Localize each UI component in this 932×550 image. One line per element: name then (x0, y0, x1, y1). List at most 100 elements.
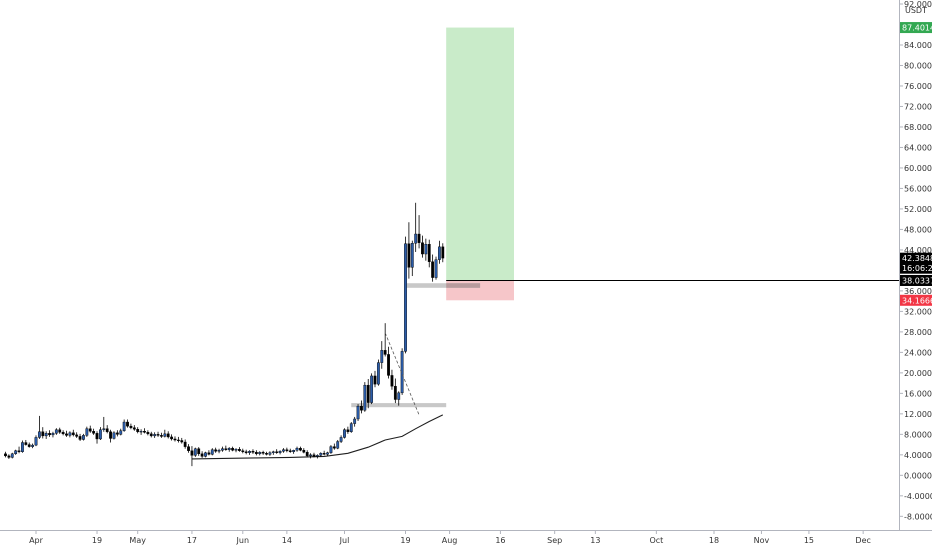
candle[interactable] (346, 426, 350, 434)
candle[interactable] (366, 379, 370, 409)
candle[interactable] (129, 423, 133, 430)
candle[interactable] (37, 415, 41, 439)
candle[interactable] (27, 442, 31, 448)
candle[interactable] (380, 341, 384, 369)
candle[interactable] (349, 422, 353, 433)
candle[interactable] (21, 440, 24, 453)
candle[interactable] (61, 430, 65, 436)
candle[interactable] (285, 447, 289, 453)
candle[interactable] (339, 435, 343, 444)
candle[interactable] (92, 428, 96, 435)
candle[interactable] (336, 439, 340, 450)
candle[interactable] (241, 448, 245, 454)
candle[interactable] (329, 445, 333, 454)
candle[interactable] (210, 448, 214, 456)
candle[interactable] (68, 431, 72, 438)
candle[interactable] (224, 445, 228, 451)
candle[interactable] (17, 446, 21, 454)
candle[interactable] (234, 448, 238, 453)
candle[interactable] (190, 446, 194, 467)
candle[interactable] (136, 427, 140, 434)
candle[interactable] (139, 429, 143, 435)
candle[interactable] (112, 431, 116, 440)
candle[interactable] (31, 443, 35, 449)
candle[interactable] (237, 447, 241, 452)
candle[interactable] (58, 427, 62, 434)
candle[interactable] (217, 448, 221, 454)
candle[interactable] (187, 444, 190, 453)
candle[interactable] (14, 449, 18, 455)
candle[interactable] (65, 430, 68, 437)
candle[interactable] (288, 448, 292, 453)
candle[interactable] (278, 450, 282, 455)
candle[interactable] (312, 452, 316, 458)
candle[interactable] (166, 431, 170, 439)
candle[interactable] (319, 452, 323, 457)
candle[interactable] (434, 256, 438, 280)
candle[interactable] (299, 446, 302, 452)
candle[interactable] (315, 454, 319, 459)
candle[interactable] (251, 449, 255, 454)
candle[interactable] (254, 450, 258, 456)
candle[interactable] (99, 427, 102, 440)
candle[interactable] (75, 432, 79, 438)
candle[interactable] (275, 449, 279, 454)
candle[interactable] (156, 431, 160, 437)
candle[interactable] (424, 238, 428, 261)
candle[interactable] (105, 425, 109, 434)
candle[interactable] (163, 429, 167, 438)
candle[interactable] (387, 346, 390, 379)
candle[interactable] (126, 419, 129, 428)
candle[interactable] (309, 453, 312, 459)
candle[interactable] (173, 436, 177, 442)
candle[interactable] (48, 430, 51, 437)
price-axis[interactable]: USDT 92.0000 84.0000 80.0000 76.0000 72.0000… (899, 0, 932, 521)
candle[interactable] (410, 240, 414, 277)
candle[interactable] (170, 434, 173, 441)
candle[interactable] (302, 448, 306, 454)
candle[interactable] (332, 443, 336, 450)
candle[interactable] (407, 222, 411, 279)
candle[interactable] (353, 416, 357, 427)
candle[interactable] (82, 433, 85, 441)
candle[interactable] (227, 447, 231, 452)
candle[interactable] (193, 447, 197, 457)
candle[interactable] (414, 202, 418, 252)
candle[interactable] (132, 425, 136, 431)
candle[interactable] (200, 451, 204, 458)
support-zone-upper[interactable] (405, 283, 481, 288)
candle[interactable] (109, 429, 112, 443)
candle[interactable] (373, 370, 377, 388)
candle[interactable] (244, 449, 248, 455)
candle[interactable] (261, 450, 265, 455)
candle[interactable] (268, 451, 272, 456)
candle[interactable] (146, 430, 150, 436)
candle[interactable] (421, 235, 424, 258)
candle[interactable] (197, 447, 201, 456)
candle[interactable] (322, 450, 326, 456)
candle[interactable] (258, 451, 262, 456)
candle[interactable] (376, 359, 380, 386)
candle[interactable] (78, 433, 82, 442)
candle[interactable] (417, 215, 421, 249)
candle[interactable] (370, 373, 374, 405)
candles-layer[interactable] (4, 202, 445, 467)
candle[interactable] (119, 428, 123, 436)
candle[interactable] (102, 416, 106, 432)
candle[interactable] (248, 450, 251, 455)
candle[interactable] (41, 427, 45, 439)
candle[interactable] (160, 432, 163, 438)
candle[interactable] (397, 391, 401, 406)
candle[interactable] (360, 400, 363, 414)
candle[interactable] (292, 449, 296, 454)
candle[interactable] (24, 439, 28, 446)
candle[interactable] (7, 454, 11, 459)
candle[interactable] (153, 432, 157, 438)
candle[interactable] (305, 450, 309, 458)
candle[interactable] (34, 435, 38, 447)
candle[interactable] (427, 239, 431, 268)
candle[interactable] (183, 439, 187, 449)
candle[interactable] (271, 450, 275, 455)
candle[interactable] (343, 428, 346, 439)
